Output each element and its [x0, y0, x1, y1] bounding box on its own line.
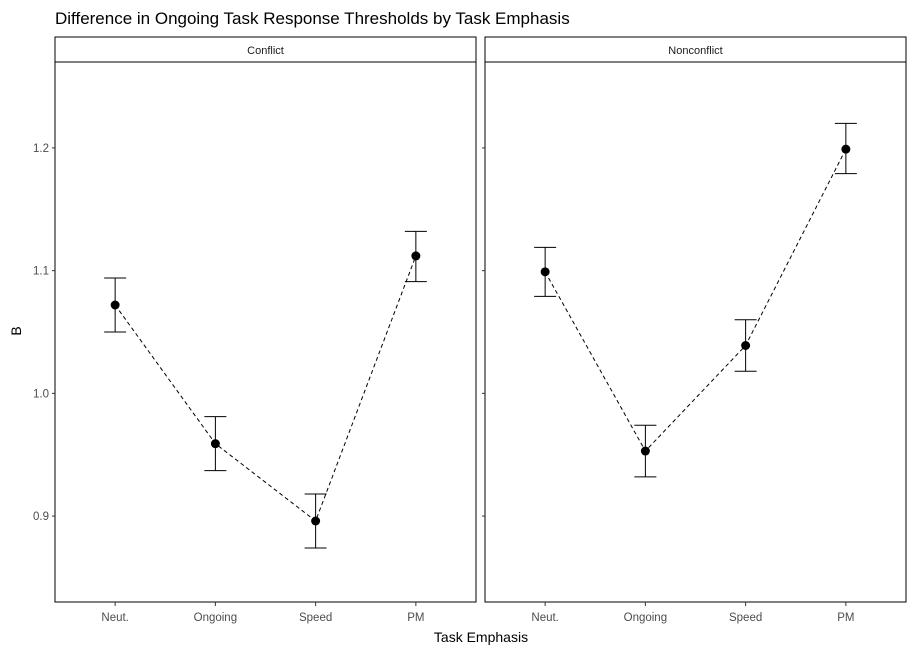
x-tick-label: PM — [837, 612, 854, 624]
series-line — [544, 148, 847, 452]
strip-label: Conflict — [247, 45, 284, 57]
data-point — [841, 144, 851, 154]
x-tick-label: Neut. — [531, 612, 559, 624]
strip-box — [54, 36, 477, 63]
strip-label: Nonconflict — [668, 45, 722, 57]
y-axis: 0.9 1.0 1.1 1.2 — [33, 143, 49, 523]
data-point — [110, 300, 120, 310]
y-tick-label: 1.1 — [33, 266, 49, 278]
data-point — [311, 516, 321, 526]
x-tick-label: Ongoing — [194, 612, 237, 624]
y-tick-label: 0.9 — [33, 511, 49, 523]
panel-border — [484, 61, 907, 603]
data-point — [741, 341, 751, 350]
chart-title: Difference in Ongoing Task Response Thre… — [55, 9, 570, 28]
x-tick-label: Ongoing — [624, 612, 667, 624]
x-tick-label: PM — [407, 612, 424, 624]
strip-box — [484, 36, 907, 63]
data-point — [411, 251, 421, 261]
data-point — [210, 439, 220, 449]
y-axis-title: B — [8, 326, 24, 335]
x-tick-label: Speed — [729, 612, 762, 624]
x-axis-title: Task Emphasis — [434, 629, 528, 645]
x-tick-label: Speed — [299, 612, 332, 624]
series-line — [114, 255, 417, 522]
panel-conflict: Conflict Neut. Ongoing Speed PM — [52, 36, 477, 624]
y-tick-label: 1.0 — [33, 388, 49, 400]
panel-nonconflict: Nonconflict Neut. Ongoing Speed PM — [482, 36, 907, 624]
x-tick-label: Neut. — [101, 612, 129, 624]
y-tick-label: 1.2 — [33, 143, 49, 155]
data-point — [640, 446, 650, 456]
panel-border — [54, 61, 477, 603]
data-point — [540, 267, 550, 277]
